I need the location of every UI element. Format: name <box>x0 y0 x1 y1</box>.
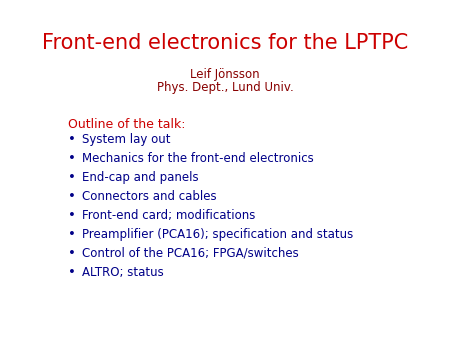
Text: Mechanics for the front-end electronics: Mechanics for the front-end electronics <box>82 152 314 165</box>
Text: •: • <box>68 152 76 165</box>
Text: Front-end electronics for the LPTPC: Front-end electronics for the LPTPC <box>42 33 408 53</box>
Text: Phys. Dept., Lund Univ.: Phys. Dept., Lund Univ. <box>157 81 293 94</box>
Text: Control of the PCA16; FPGA/switches: Control of the PCA16; FPGA/switches <box>82 247 299 260</box>
Text: ALTRO; status: ALTRO; status <box>82 266 164 279</box>
Text: •: • <box>68 133 76 146</box>
Text: •: • <box>68 209 76 222</box>
Text: Leif Jönsson: Leif Jönsson <box>190 68 260 81</box>
Text: Preamplifier (PCA16); specification and status: Preamplifier (PCA16); specification and … <box>82 228 353 241</box>
Text: •: • <box>68 247 76 260</box>
Text: Outline of the talk:: Outline of the talk: <box>68 118 185 131</box>
Text: •: • <box>68 266 76 279</box>
Text: End-cap and panels: End-cap and panels <box>82 171 198 184</box>
Text: System lay out: System lay out <box>82 133 171 146</box>
Text: •: • <box>68 171 76 184</box>
Text: Connectors and cables: Connectors and cables <box>82 190 216 203</box>
Text: •: • <box>68 228 76 241</box>
Text: •: • <box>68 190 76 203</box>
Text: Front-end card; modifications: Front-end card; modifications <box>82 209 256 222</box>
